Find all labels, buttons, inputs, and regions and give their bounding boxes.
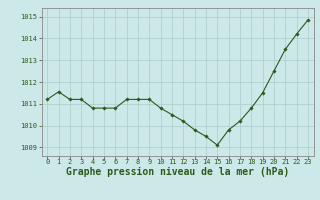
X-axis label: Graphe pression niveau de la mer (hPa): Graphe pression niveau de la mer (hPa) bbox=[66, 167, 289, 177]
